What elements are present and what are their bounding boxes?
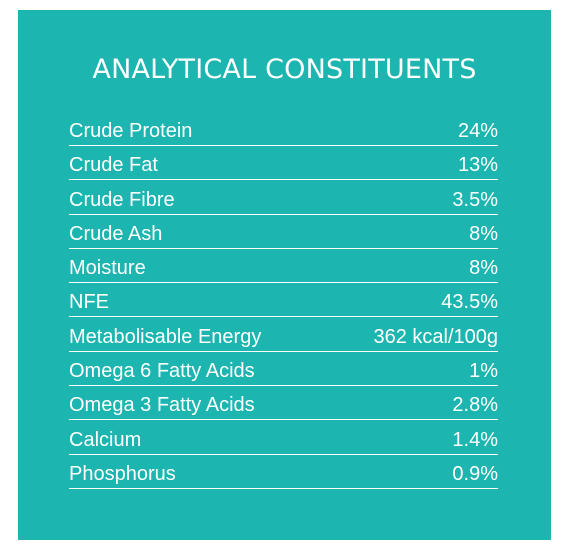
row-value: 8%	[469, 257, 498, 280]
row-value: 3.5%	[452, 188, 498, 211]
row-value: 24%	[457, 120, 498, 142]
row-label: Omega 3 Fatty Acids	[69, 394, 255, 417]
row-value: 13%	[457, 154, 498, 177]
table-row-phosphorus: Phosphorus 0.9%	[69, 456, 498, 489]
row-value: 1%	[469, 360, 498, 383]
row-label: Crude Ash	[69, 222, 163, 245]
constituents-panel: ANALYTICAL CONSTITUENTS Crude Protein 24…	[18, 10, 551, 540]
row-label: NFE	[69, 291, 109, 314]
table-row-omega-3: Omega 3 Fatty Acids 2.8%	[69, 387, 498, 421]
constituents-table: Crude Protein 24% Crude Fat 13% Crude Fi…	[69, 113, 498, 489]
row-label: Crude Protein	[69, 120, 193, 142]
row-value: 8%	[469, 222, 498, 245]
panel-title: ANALYTICAL CONSTITUENTS	[92, 54, 477, 85]
row-label: Omega 6 Fatty Acids	[69, 360, 255, 383]
table-row-crude-fat: Crude Fat 13%	[69, 147, 498, 181]
table-row-metabolisable-energy: Metabolisable Energy 362 kcal/100g	[69, 319, 498, 352]
table-row-nfe: NFE 43.5%	[69, 284, 498, 318]
row-value: 0.9%	[452, 462, 498, 485]
row-label: Moisture	[69, 257, 146, 280]
row-label: Phosphorus	[69, 462, 176, 485]
row-label: Crude Fibre	[69, 188, 175, 211]
row-value: 1.4%	[452, 428, 498, 451]
table-row-crude-ash: Crude Ash 8%	[69, 216, 498, 249]
table-row-moisture: Moisture 8%	[69, 250, 498, 284]
row-value: 2.8%	[452, 394, 498, 417]
row-label: Calcium	[69, 428, 142, 451]
row-label: Crude Fat	[69, 154, 158, 177]
row-value: 362 kcal/100g	[373, 325, 498, 348]
table-row-crude-fibre: Crude Fibre 3.5%	[69, 182, 498, 215]
row-label: Metabolisable Energy	[69, 325, 262, 348]
table-row-omega-6: Omega 6 Fatty Acids 1%	[69, 353, 498, 387]
row-value: 43.5%	[441, 291, 498, 314]
table-row-crude-protein: Crude Protein 24%	[69, 113, 498, 146]
table-row-calcium: Calcium 1.4%	[69, 422, 498, 455]
